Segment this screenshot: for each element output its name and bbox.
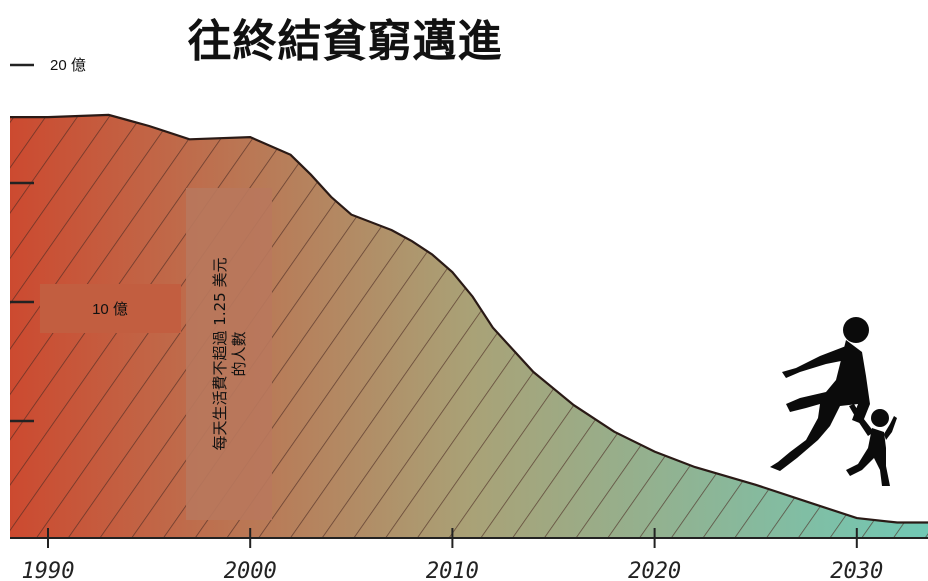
y-label-top: 20 億: [50, 57, 86, 74]
axes: 1990 2000 2010 2020 2030: [10, 63, 928, 581]
running-child-silhouette: [846, 404, 897, 486]
area-outline: [10, 113, 928, 524]
annotation-line: 每天生活費不超過 1.25 美元: [211, 258, 229, 451]
chart-title: 往終結貧窮邁進: [188, 16, 503, 67]
y-label-box: [40, 284, 181, 333]
x-tick-label: 2030: [830, 559, 883, 581]
x-tick-label: 2000: [224, 559, 277, 581]
value-labels: 20 億 10 億 每天生活費不超過 1.25 美元的人數: [40, 57, 272, 520]
x-tick-label: 2010: [426, 559, 479, 581]
x-tick-label: 1990: [22, 559, 75, 581]
running-adult-silhouette: [770, 317, 870, 471]
y-label-mid: 10 億: [92, 301, 128, 318]
x-tick-label: 2020: [628, 559, 681, 581]
annotation-box: [186, 188, 272, 520]
annotation-line: 的人數: [230, 331, 248, 376]
annotation-text: 每天生活費不超過 1.25 美元的人數: [211, 258, 248, 451]
